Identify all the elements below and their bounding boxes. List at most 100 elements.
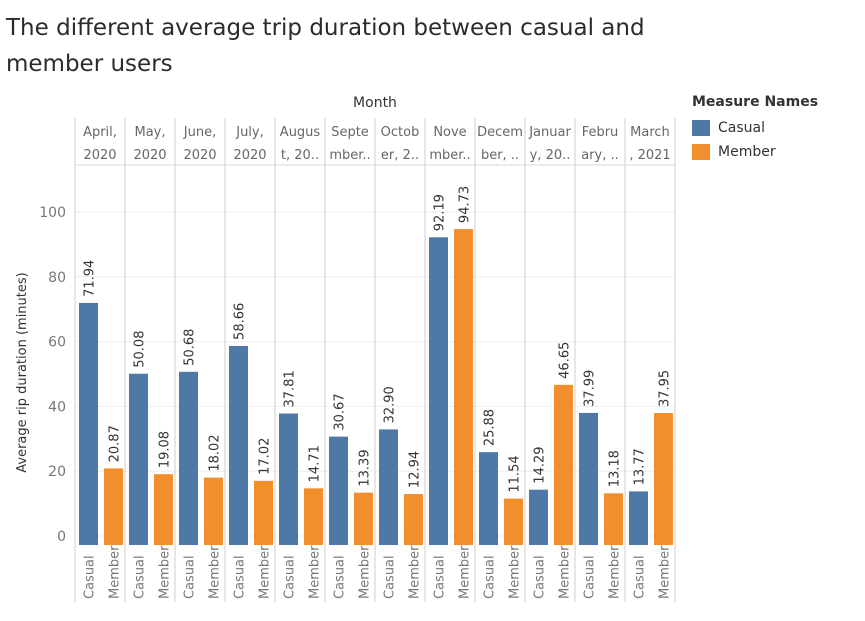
bar-casual	[529, 489, 548, 545]
data-label: 18.02	[208, 434, 223, 471]
x-tick-label-casual: Casual	[583, 555, 598, 599]
month-header-line2: er, 2..	[381, 148, 419, 163]
x-tick-label-member: Member	[408, 545, 423, 599]
data-label: 25.88	[483, 409, 498, 446]
bar-casual	[329, 436, 348, 545]
x-tick-label-member: Member	[558, 545, 573, 599]
month-header-line1: Decem	[477, 125, 523, 140]
month-header-line1: Septe	[331, 125, 369, 140]
data-label: 37.81	[283, 370, 298, 407]
bar-member	[154, 474, 173, 545]
x-tick-label-casual: Casual	[233, 555, 248, 599]
month-header-line2: 2020	[83, 148, 116, 163]
bar-member	[554, 384, 573, 545]
x-tick-label-member: Member	[108, 545, 123, 599]
bar-casual	[479, 452, 498, 545]
data-label: 37.99	[583, 370, 598, 407]
data-label: 12.94	[408, 451, 423, 488]
x-tick-label-casual: Casual	[383, 555, 398, 599]
data-label: 32.90	[383, 386, 398, 423]
x-tick-label-casual: Casual	[133, 555, 148, 599]
bar-member	[354, 492, 373, 545]
y-tick-label-60: 60	[48, 335, 66, 351]
bar-casual	[129, 373, 148, 545]
month-header-line1: Augus	[280, 125, 321, 140]
month-header-line1: Octob	[381, 125, 420, 140]
data-label: 13.18	[608, 450, 623, 487]
data-label: 19.08	[158, 431, 173, 468]
y-tick-label-20: 20	[48, 464, 66, 480]
data-label: 71.94	[83, 260, 98, 297]
bar-member	[204, 477, 223, 545]
chart-title: The different average trip duration betw…	[6, 15, 645, 77]
x-tick-label-member: Member	[658, 545, 673, 599]
month-header-line2: 2020	[133, 148, 166, 163]
x-tick-label-casual: Casual	[533, 555, 548, 599]
month-header-line1: June,	[183, 125, 216, 140]
bar-casual	[429, 237, 448, 546]
bar-member	[304, 488, 323, 545]
x-tick-label-member: Member	[508, 545, 523, 599]
bar-casual	[79, 302, 98, 545]
y-axis-title: Average rip duration (minutes)	[15, 272, 30, 472]
data-label: 50.08	[133, 331, 148, 368]
x-tick-label-casual: Casual	[283, 555, 298, 599]
data-label: 30.67	[333, 393, 348, 430]
data-label: 20.87	[108, 425, 123, 462]
bar-member	[504, 498, 523, 545]
data-label: 13.39	[358, 449, 373, 486]
legend-item-casual[interactable]: Casual	[692, 116, 818, 140]
data-label: 13.77	[633, 448, 648, 485]
month-header-line2: 2020	[233, 148, 266, 163]
month-header-line1: May,	[134, 125, 165, 140]
bar-casual	[179, 371, 198, 545]
bar-member	[454, 229, 473, 545]
x-tick-label-member: Member	[358, 545, 373, 599]
bar-member	[404, 494, 423, 545]
legend-swatch-casual	[692, 120, 710, 136]
month-header-line2: mber..	[429, 148, 470, 163]
data-label: 92.19	[433, 194, 448, 231]
legend-item-member[interactable]: Member	[692, 140, 818, 164]
data-label: 14.71	[308, 445, 323, 482]
y-tick-label-0: 0	[57, 529, 66, 545]
data-label: 94.73	[458, 186, 473, 223]
data-label: 58.66	[233, 303, 248, 340]
month-header-line2: mber..	[329, 148, 370, 163]
bar-casual	[579, 412, 598, 545]
month-header-line1: Febru	[582, 125, 619, 140]
x-tick-label-casual: Casual	[483, 555, 498, 599]
x-tick-label-casual: Casual	[433, 555, 448, 599]
legend: Measure Names Casual Member	[692, 94, 818, 164]
bar-member	[654, 413, 673, 545]
month-header-line1: March	[630, 125, 670, 140]
column-header: Month	[353, 95, 397, 111]
data-label: 17.02	[258, 438, 273, 475]
legend-label-member: Member	[718, 144, 776, 160]
y-tick-label-100: 100	[39, 205, 66, 221]
bar-casual	[629, 491, 648, 545]
bar-member	[254, 480, 273, 545]
bar-member	[104, 468, 123, 545]
legend-swatch-member	[692, 144, 710, 160]
month-header-line2: t, 20..	[281, 148, 319, 163]
bar-member	[604, 493, 623, 545]
x-tick-label-member: Member	[208, 545, 223, 599]
month-header-line2: y, 20..	[530, 148, 571, 163]
x-tick-label-casual: Casual	[333, 555, 348, 599]
bar-casual	[379, 429, 398, 545]
y-tick-label-40: 40	[48, 399, 66, 415]
month-header-line2: 2020	[183, 148, 216, 163]
month-header-line1: July,	[235, 125, 264, 140]
y-tick-label-80: 80	[48, 270, 66, 286]
x-tick-label-member: Member	[458, 545, 473, 599]
x-tick-label-member: Member	[308, 545, 323, 599]
data-label: 46.65	[558, 342, 573, 379]
x-tick-label-member: Member	[158, 545, 173, 599]
x-tick-label-casual: Casual	[183, 555, 198, 599]
month-header-line2: ary, ..	[581, 148, 619, 163]
x-tick-label-member: Member	[258, 545, 273, 599]
month-header-line1: Nove	[433, 125, 466, 140]
data-label: 11.54	[508, 455, 523, 492]
